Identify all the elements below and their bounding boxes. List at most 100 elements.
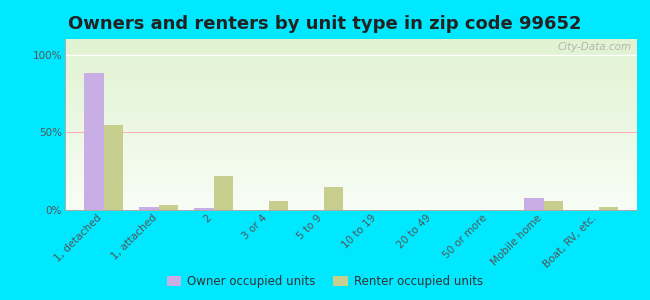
Bar [65, 70, 637, 71]
Bar [65, 61, 637, 63]
Bar [65, 71, 637, 73]
Bar [65, 195, 637, 196]
Bar [65, 181, 637, 183]
Text: Owners and renters by unit type in zip code 99652: Owners and renters by unit type in zip c… [68, 15, 582, 33]
Bar [65, 76, 637, 78]
Bar [65, 143, 637, 145]
Bar [103, 124, 123, 210]
Bar [65, 119, 637, 121]
Bar [65, 44, 637, 46]
Bar [65, 111, 637, 112]
Bar [65, 124, 637, 126]
Bar [65, 164, 637, 166]
Bar [65, 142, 637, 143]
Bar [65, 42, 637, 44]
Bar [65, 208, 637, 210]
Bar [65, 169, 637, 171]
Bar [65, 172, 637, 174]
Bar [65, 202, 637, 203]
Bar [65, 193, 637, 195]
Bar [65, 99, 637, 100]
Bar [65, 90, 637, 92]
Bar [65, 145, 637, 147]
Bar [65, 126, 637, 128]
Bar [65, 207, 637, 208]
Bar [65, 155, 637, 157]
Bar [65, 63, 637, 65]
Bar [65, 116, 637, 118]
Bar [65, 80, 637, 82]
Bar [65, 95, 637, 97]
Bar [324, 187, 343, 210]
Bar [65, 166, 637, 167]
Bar [65, 128, 637, 130]
Bar [65, 200, 637, 202]
Bar [65, 150, 637, 152]
Bar [65, 66, 637, 68]
Bar [65, 176, 637, 178]
Bar [543, 201, 563, 210]
Bar [194, 208, 213, 210]
Bar [213, 176, 233, 210]
Bar [65, 167, 637, 169]
Legend: Owner occupied units, Renter occupied units: Owner occupied units, Renter occupied un… [167, 275, 483, 288]
Bar [65, 94, 637, 95]
Bar [65, 54, 637, 56]
Bar [139, 207, 159, 210]
Bar [65, 179, 637, 181]
Bar [65, 109, 637, 111]
Bar [65, 196, 637, 198]
Bar [65, 107, 637, 109]
Bar [65, 152, 637, 154]
Bar [65, 39, 637, 41]
Bar [65, 188, 637, 190]
Bar [65, 59, 637, 61]
Bar [65, 53, 637, 54]
Bar [65, 104, 637, 106]
Bar [65, 147, 637, 148]
Bar [525, 198, 543, 210]
Bar [159, 205, 177, 210]
Bar [65, 186, 637, 188]
Bar [65, 131, 637, 133]
Bar [65, 121, 637, 123]
Bar [65, 106, 637, 107]
Bar [65, 183, 637, 184]
Bar [65, 87, 637, 88]
Bar [65, 135, 637, 137]
Bar [65, 78, 637, 80]
Bar [65, 136, 637, 138]
Bar [65, 65, 637, 66]
Bar [65, 118, 637, 119]
Bar [65, 83, 637, 85]
Bar [65, 41, 637, 42]
Bar [65, 56, 637, 58]
Bar [65, 58, 637, 59]
Bar [65, 148, 637, 150]
Bar [65, 100, 637, 102]
Bar [84, 73, 103, 210]
Bar [65, 97, 637, 99]
Bar [65, 160, 637, 162]
Bar [65, 73, 637, 75]
Bar [65, 178, 637, 179]
Bar [65, 92, 637, 94]
Bar [65, 205, 637, 207]
Bar [65, 190, 637, 191]
Bar [599, 207, 617, 210]
Bar [65, 85, 637, 87]
Bar [65, 191, 637, 193]
Bar [65, 184, 637, 186]
Bar [65, 157, 637, 159]
Bar [65, 133, 637, 135]
Bar [65, 75, 637, 76]
Bar [65, 68, 637, 70]
Bar [65, 159, 637, 161]
Bar [65, 46, 637, 48]
Bar [65, 49, 637, 51]
Bar [65, 130, 637, 131]
Bar [65, 112, 637, 114]
Bar [65, 82, 637, 83]
Bar [65, 203, 637, 205]
Bar [65, 154, 637, 155]
